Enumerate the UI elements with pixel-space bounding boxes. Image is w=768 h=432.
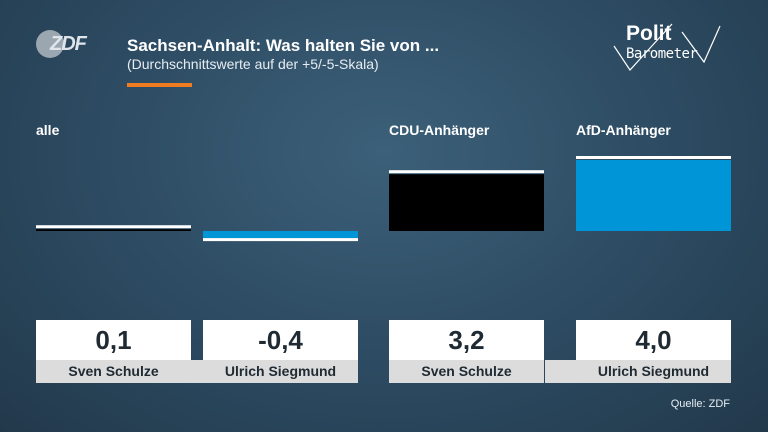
bar xyxy=(389,174,544,231)
value-label: 3,2 xyxy=(389,320,544,360)
zdf-logo: ZDF xyxy=(36,30,87,58)
chart-subtitle: (Durchschnittswerte auf der +5/-5-Skala) xyxy=(127,56,379,72)
chart-title: Sachsen-Anhalt: Was halten Sie von ... xyxy=(127,36,440,55)
brand-polit: Polit xyxy=(626,22,672,45)
group-label-afd: AfD-Anhänger xyxy=(576,122,671,138)
bar-cap xyxy=(389,170,544,174)
politbarometer-logo: Polit Barometer xyxy=(612,22,722,72)
zdf-logo-text: ZDF xyxy=(50,33,87,55)
name-strip-gap xyxy=(191,360,203,383)
bar-cap xyxy=(203,238,358,242)
value-label: 0,1 xyxy=(36,320,191,360)
checkmark-icon xyxy=(613,23,721,71)
zdf-logo-circle xyxy=(36,30,64,58)
value-label: -0,4 xyxy=(203,320,358,360)
brand-barometer: Barometer xyxy=(626,46,698,62)
bar-cap xyxy=(576,156,731,159)
bar xyxy=(36,229,191,231)
accent-line xyxy=(127,83,192,87)
bar xyxy=(203,231,358,239)
source-note: Quelle: ZDF xyxy=(670,398,730,410)
group-label-cdu: CDU-Anhänger xyxy=(389,122,490,138)
value-label: 4,0 xyxy=(576,320,731,360)
name-strip-gap xyxy=(545,360,576,383)
bar-cap xyxy=(36,225,191,229)
category-label: Ulrich Siegmund xyxy=(576,360,731,383)
category-label: Sven Schulze xyxy=(389,360,544,383)
category-label: Ulrich Siegmund xyxy=(203,360,358,383)
group-label-alle: alle xyxy=(36,122,60,138)
bar xyxy=(576,160,731,231)
category-label: Sven Schulze xyxy=(36,360,191,383)
